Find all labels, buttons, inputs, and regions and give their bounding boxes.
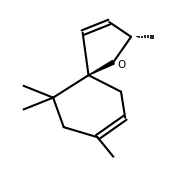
Text: O: O <box>117 60 126 70</box>
Polygon shape <box>89 61 114 75</box>
